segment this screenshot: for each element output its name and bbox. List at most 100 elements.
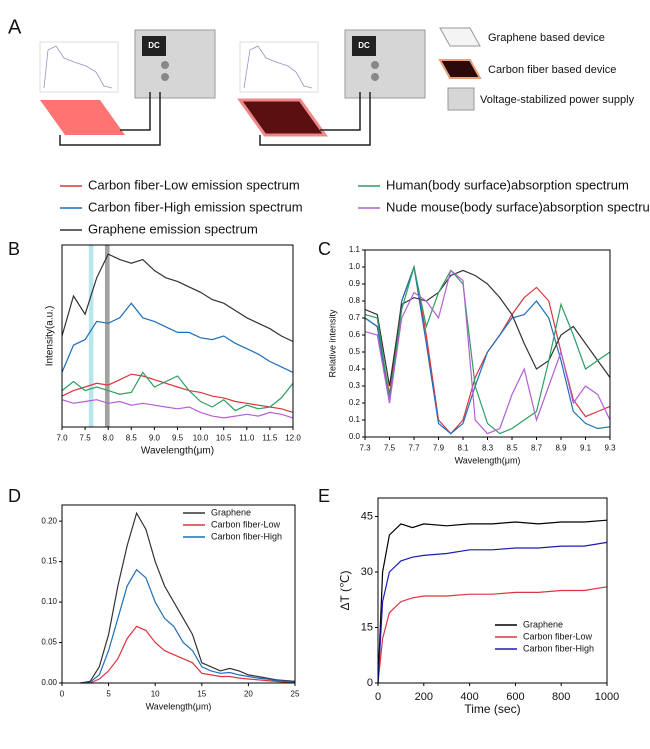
x-tick-label: 7.0 xyxy=(56,433,68,442)
x-tick-label: 7.7 xyxy=(408,443,420,452)
y-tick-label: 0.00 xyxy=(41,678,57,687)
x-tick-label: 8.5 xyxy=(506,443,518,452)
panel-label: A xyxy=(8,16,22,38)
y-tick-label: 0.7 xyxy=(349,313,361,322)
x-tick-label: 20 xyxy=(244,689,253,698)
x-tick-label: 9.5 xyxy=(172,433,184,442)
x-axis-label: Wavelength(μm) xyxy=(141,446,214,457)
legend-label: Carbon fiber-Low emission spectrum xyxy=(88,177,300,192)
y-tick-label: 0.4 xyxy=(349,364,361,373)
series-line xyxy=(80,568,296,684)
series-line xyxy=(61,302,294,373)
y-tick-label: 0.1 xyxy=(349,415,361,424)
x-tick-label: 7.3 xyxy=(359,443,371,452)
x-axis-label: Wavelength(μm) xyxy=(146,701,212,711)
y-axis-label: Intensity(a.u.) xyxy=(45,306,56,367)
panel-label: E xyxy=(318,486,330,506)
x-tick-label: 0 xyxy=(375,691,381,703)
wire xyxy=(59,92,161,146)
power-label: DC xyxy=(148,41,160,50)
y-axis-label: ΔT (℃) xyxy=(338,571,352,611)
highlight-band xyxy=(88,245,94,427)
plot-frame xyxy=(61,504,296,684)
panel-a: A DC DC Graphene based device Carbon fib… xyxy=(8,16,635,146)
series-line xyxy=(364,269,611,435)
x-tick-label: 10.0 xyxy=(193,433,209,442)
display xyxy=(352,36,376,56)
y-tick-label: 15 xyxy=(361,621,373,633)
x-axis-label: Wavelength(μm) xyxy=(455,455,521,465)
legend-label: Graphene xyxy=(211,507,251,517)
legend-label: Graphene emission spectrum xyxy=(88,221,258,236)
x-tick-label: 9.1 xyxy=(580,443,592,452)
legend-label: Graphene xyxy=(523,619,563,629)
y-tick-label: 0.2 xyxy=(349,398,361,407)
x-tick-label: 8.3 xyxy=(482,443,494,452)
inset-curve xyxy=(43,45,113,89)
knob xyxy=(161,73,169,81)
x-tick-label: 25 xyxy=(291,689,300,698)
y-tick-label: 1.0 xyxy=(349,262,361,271)
knob xyxy=(161,61,169,69)
carbon-device xyxy=(237,98,328,137)
legend-label: Carbon fiber-High emission spectrum xyxy=(88,199,303,214)
y-tick-label: 0.05 xyxy=(41,638,57,647)
wire xyxy=(259,92,371,146)
x-axis-label: Time (sec) xyxy=(464,702,520,716)
x-tick-label: 5 xyxy=(106,689,111,698)
series-line xyxy=(61,399,294,419)
series-line xyxy=(364,264,611,435)
series-line xyxy=(377,541,608,684)
y-tick-label: 0.10 xyxy=(41,597,57,606)
series-line xyxy=(61,373,294,413)
y-tick-label: 30 xyxy=(361,566,373,578)
x-tick-label: 10.5 xyxy=(216,433,232,442)
legend-text: Graphene based device xyxy=(488,32,605,44)
inset-plot xyxy=(239,41,319,93)
legend-label: Carbon fiber-High xyxy=(211,531,282,541)
legend-label: Carbon fiber-Low xyxy=(211,519,281,529)
series-line xyxy=(364,264,611,435)
x-tick-label: 7.5 xyxy=(80,433,92,442)
series-line xyxy=(80,625,295,684)
legend-label: Human(body surface)absorption spectrum xyxy=(386,177,629,192)
y-tick-label: 1.1 xyxy=(349,245,361,254)
power-label: DC xyxy=(358,41,370,50)
panel-label: B xyxy=(8,239,20,259)
display xyxy=(142,36,166,56)
x-tick-label: 11.0 xyxy=(239,433,255,442)
x-tick-label: 600 xyxy=(506,691,524,703)
series-line xyxy=(364,269,611,387)
x-tick-label: 9.3 xyxy=(604,443,616,452)
legend-label: Carbon fiber-Low xyxy=(523,631,593,641)
x-tick-label: 9.0 xyxy=(149,433,161,442)
x-tick-label: 800 xyxy=(552,691,570,703)
legend-icon xyxy=(439,27,481,47)
x-tick-label: 11.5 xyxy=(262,433,278,442)
x-tick-label: 8.7 xyxy=(531,443,543,452)
inset-plot xyxy=(39,41,119,93)
y-axis-label: Relative intensity xyxy=(327,309,337,378)
y-tick-label: 0.6 xyxy=(349,330,361,339)
series-line xyxy=(377,586,608,684)
panel-label: D xyxy=(8,486,21,506)
knob xyxy=(371,73,379,81)
y-tick-label: 45 xyxy=(361,510,373,522)
y-tick-label: 0.15 xyxy=(41,557,57,566)
series-line xyxy=(364,266,611,435)
plot-frame xyxy=(377,497,608,684)
y-tick-label: 0 xyxy=(367,677,373,689)
x-tick-label: 15 xyxy=(197,689,206,698)
legend-text: Voltage-stabilized power supply xyxy=(480,94,635,106)
series-line xyxy=(80,511,296,684)
legend-icon xyxy=(447,87,475,111)
knob xyxy=(371,61,379,69)
y-tick-label: 0.0 xyxy=(349,432,361,441)
x-tick-label: 0 xyxy=(60,689,65,698)
y-tick-label: 0.20 xyxy=(41,516,57,525)
legend-label: Carbon fiber-High xyxy=(523,643,594,653)
y-tick-label: 0.5 xyxy=(349,347,361,356)
x-tick-label: 400 xyxy=(460,691,478,703)
legend-icon xyxy=(438,59,482,79)
